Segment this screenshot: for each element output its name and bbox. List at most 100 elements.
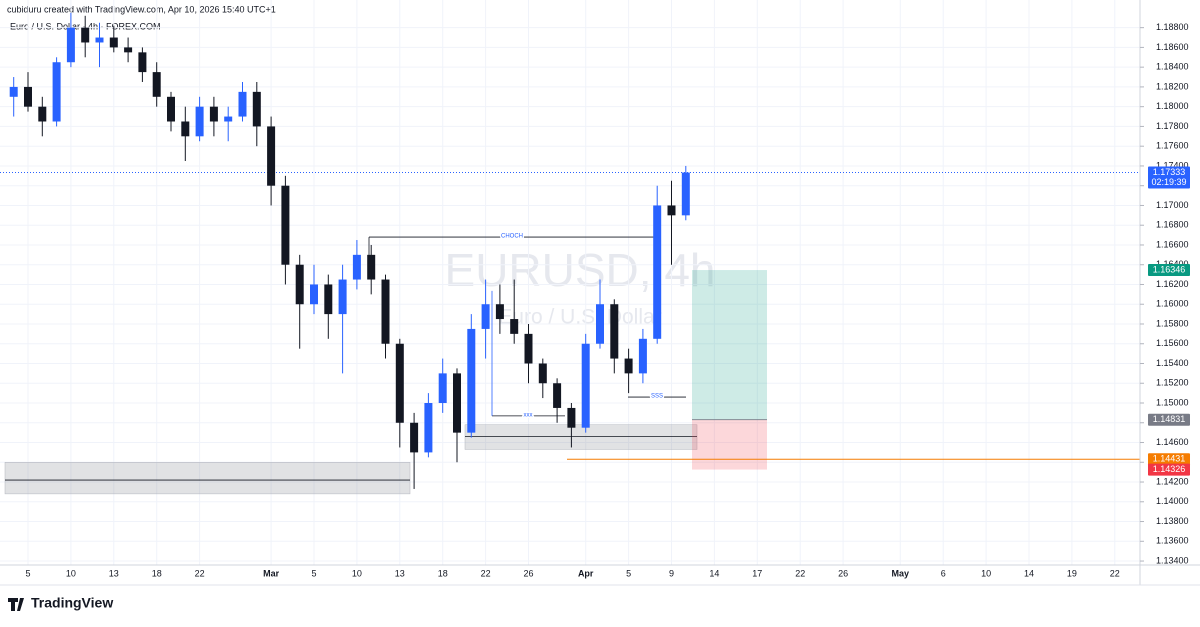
x-tick-label: 13	[395, 568, 405, 578]
x-tick-label: 14	[1024, 568, 1034, 578]
candle-body	[481, 304, 490, 329]
price-label-box	[1148, 264, 1190, 277]
y-tick-label: 1.17800	[1156, 121, 1189, 131]
candle-body	[667, 205, 676, 216]
candle-body	[538, 363, 547, 384]
price-label-box	[1148, 166, 1190, 189]
y-tick-label: 1.13800	[1156, 516, 1189, 526]
candle-body	[281, 185, 290, 265]
candle-body	[152, 72, 161, 97]
candle-body	[367, 254, 376, 280]
x-tick-label: 18	[438, 568, 448, 578]
candle-body	[267, 126, 276, 186]
x-tick-label: 5	[626, 568, 631, 578]
y-tick-label: 1.14200	[1156, 476, 1189, 486]
candle-body	[510, 319, 519, 334]
x-tick-label: 22	[1110, 568, 1120, 578]
x-tick-label: Mar	[263, 568, 280, 578]
x-tick-label: 22	[481, 568, 491, 578]
candle-body	[167, 96, 175, 122]
candle-body	[581, 343, 590, 428]
y-tick-label: 1.14600	[1156, 437, 1189, 447]
x-tick-label: 22	[795, 568, 805, 578]
candle-body	[681, 172, 690, 216]
candle-body	[324, 284, 333, 315]
y-tick-label: 1.16600	[1156, 239, 1189, 249]
y-tick-label: 1.14000	[1156, 496, 1189, 506]
zone	[4, 462, 411, 495]
x-tick-label: 17	[752, 568, 762, 578]
x-tick-label: 26	[838, 568, 848, 578]
price-label: 1.17333	[1153, 167, 1186, 177]
candle-body	[495, 304, 504, 320]
candle-body	[467, 328, 476, 433]
y-tick-label: 1.15000	[1156, 397, 1189, 407]
y-tick-label: 1.15800	[1156, 318, 1189, 328]
price-label: 1.14831	[1153, 414, 1186, 424]
annotation-label: SSS	[651, 394, 663, 400]
y-tick-label: 1.17600	[1156, 141, 1189, 151]
x-tick-label: 18	[152, 568, 162, 578]
candle-body	[638, 338, 647, 374]
candle-body	[596, 304, 604, 344]
x-tick-label: Apr	[578, 568, 594, 578]
candle-body	[138, 52, 147, 73]
logo-icon	[8, 598, 24, 611]
candle-body	[553, 383, 562, 408]
annotation-label: CHOCH	[501, 234, 523, 240]
y-tick-label: 1.16800	[1156, 220, 1189, 230]
target-zone	[692, 270, 767, 420]
candle-body	[181, 121, 190, 137]
candle-body	[295, 264, 304, 305]
candle-body	[66, 27, 75, 63]
price-label-box	[1148, 463, 1190, 476]
stop-zone	[692, 419, 767, 470]
price-label-box	[1148, 453, 1190, 466]
price-label-box	[1148, 413, 1190, 426]
y-tick-label: 1.15600	[1156, 338, 1189, 348]
candle-body	[381, 279, 390, 344]
watermark-ticker: EURUSD, 4h	[445, 244, 716, 296]
candle-body	[524, 333, 533, 364]
candle-body	[224, 116, 233, 122]
candle-body	[109, 37, 118, 48]
candle-body	[238, 91, 247, 117]
y-tick-label: 1.15200	[1156, 378, 1189, 388]
candle-body	[424, 403, 433, 453]
candle-body	[95, 37, 104, 43]
candle-body	[195, 106, 204, 137]
price-label: 1.14431	[1153, 454, 1186, 464]
x-tick-label: 6	[941, 568, 946, 578]
y-tick-label: 1.16000	[1156, 299, 1189, 309]
candle-body	[352, 254, 361, 280]
y-tick-label: 1.18400	[1156, 62, 1189, 72]
annotation-label: xxx	[524, 412, 533, 418]
x-tick-label: 5	[25, 568, 30, 578]
y-tick-label: 1.15400	[1156, 358, 1189, 368]
x-tick-label: 22	[195, 568, 205, 578]
logo-text: TradingView	[31, 595, 113, 611]
x-tick-label: 13	[109, 568, 119, 578]
candle-body	[124, 47, 133, 53]
x-tick-label: 10	[352, 568, 362, 578]
y-tick-label: 1.16200	[1156, 279, 1189, 289]
candle-body	[9, 86, 18, 97]
y-tick-label: 1.17400	[1156, 160, 1189, 170]
candle-body	[610, 304, 619, 359]
y-tick-label: 1.17000	[1156, 200, 1189, 210]
candle-body	[438, 373, 447, 404]
watermark-name: Euro / U.S. Dollar	[498, 306, 661, 329]
price-label: 1.16346	[1153, 264, 1186, 274]
candle-body	[624, 358, 633, 374]
x-tick-label: 19	[1067, 568, 1077, 578]
y-tick-label: 1.13600	[1156, 536, 1189, 546]
candle-body	[338, 279, 347, 315]
countdown: 02:19:39	[1151, 177, 1186, 187]
candle-body	[410, 422, 419, 453]
x-tick-label: 5	[311, 568, 316, 578]
y-tick-label: 1.18800	[1156, 22, 1189, 32]
candle-body	[653, 205, 662, 339]
candle-body	[453, 373, 461, 433]
y-tick-label: 1.18600	[1156, 42, 1189, 52]
x-tick-label: 10	[981, 568, 991, 578]
